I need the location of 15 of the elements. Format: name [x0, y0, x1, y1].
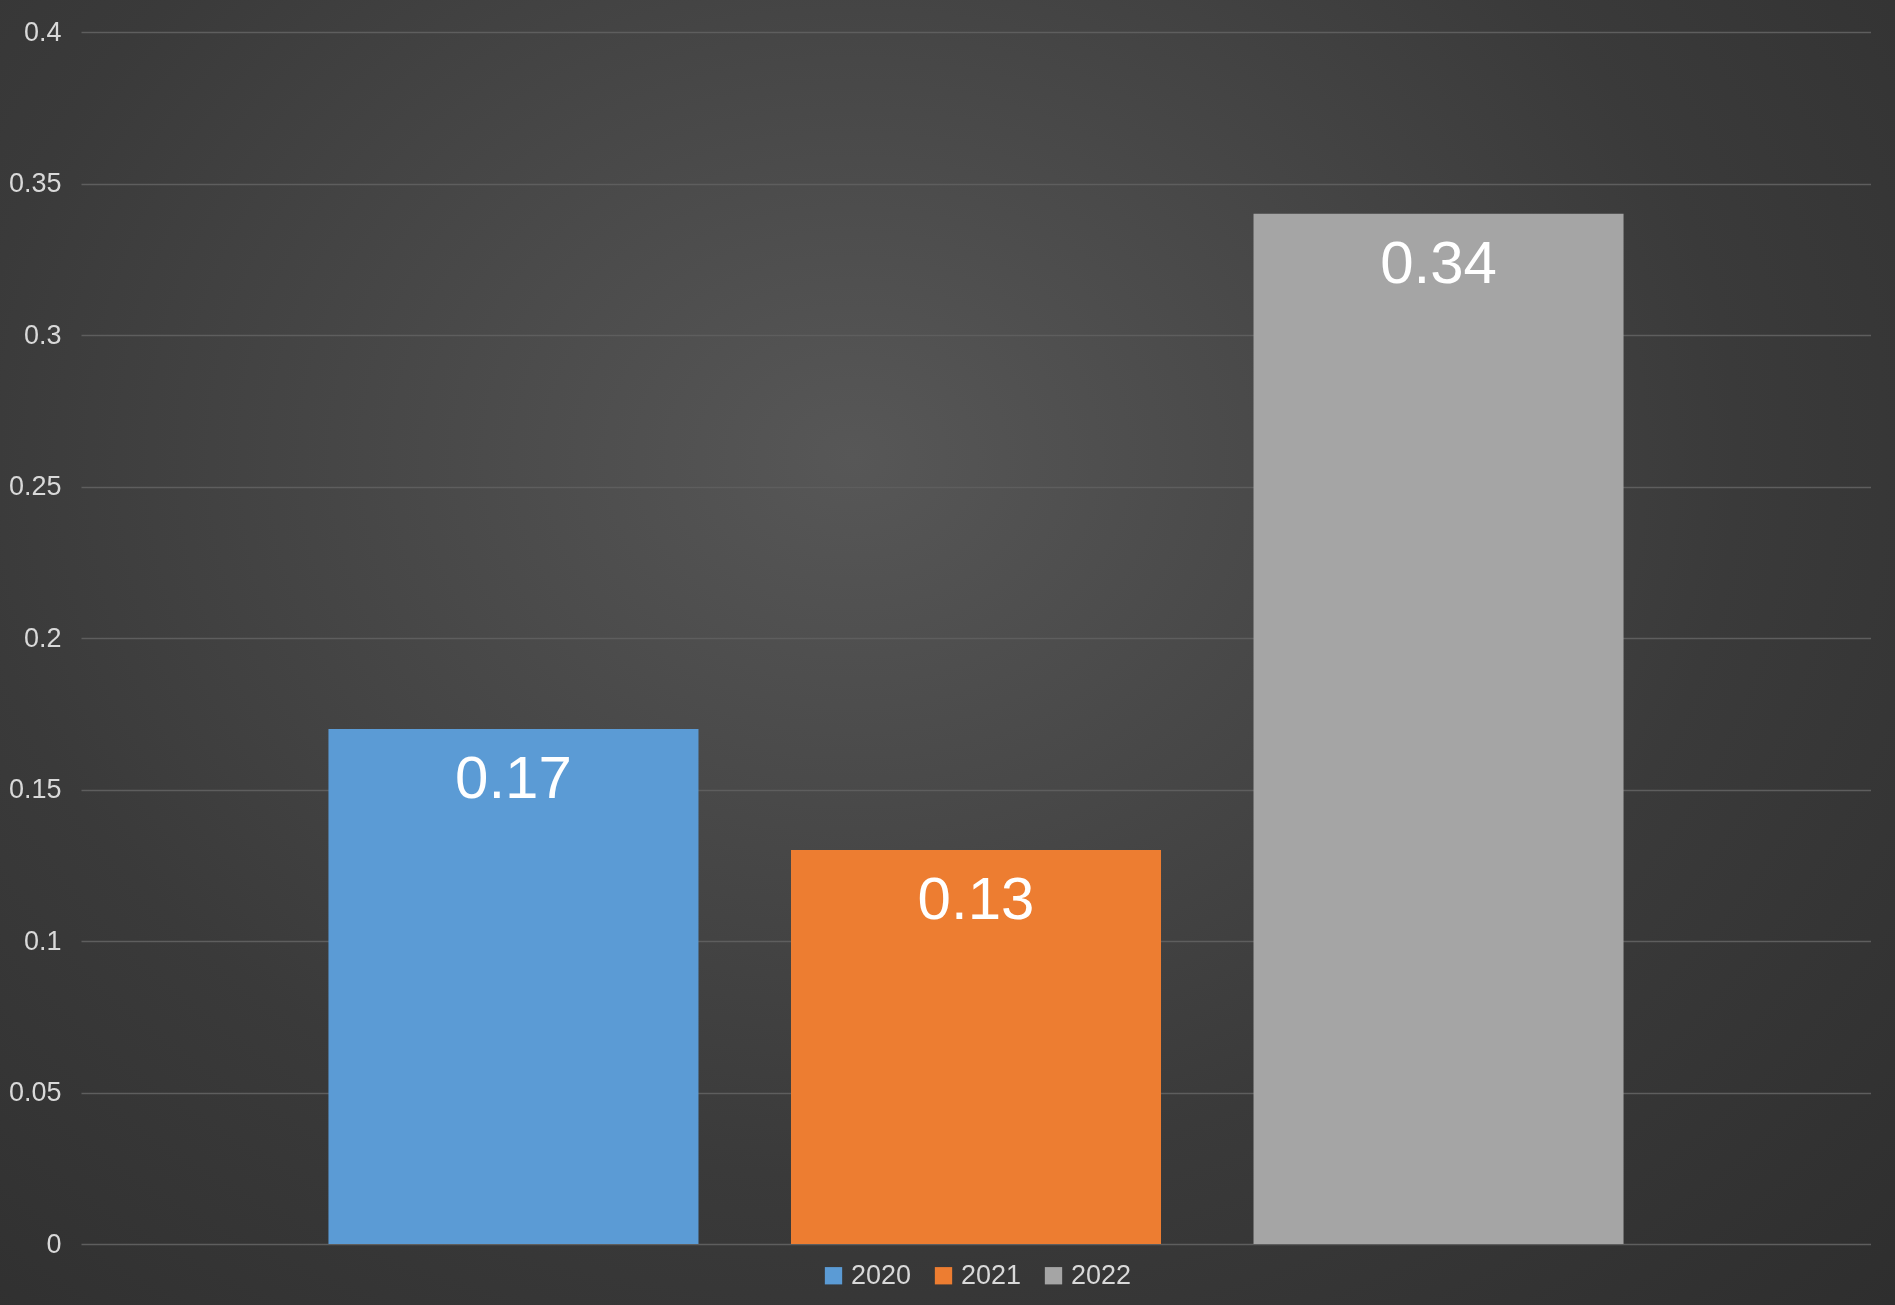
y-tick-label: 0.15	[8, 774, 62, 804]
legend-label: 2021	[961, 1259, 1022, 1290]
y-tick-label: 0	[46, 1228, 62, 1259]
data-label: 0.34	[1380, 228, 1497, 296]
y-tick-label: 0.3	[23, 319, 62, 350]
y-tick-label: 0.2	[23, 622, 62, 653]
legend-label: 2022	[1071, 1259, 1132, 1290]
y-tick-label: 0.1	[23, 925, 62, 956]
y-tick-label: 0.05	[8, 1077, 62, 1107]
y-tick-label: 0.25	[8, 471, 62, 501]
data-label: 0.17	[455, 743, 572, 811]
y-tick-label: 0.35	[8, 168, 62, 198]
y-tick-label: 0.4	[23, 16, 62, 47]
data-label: 0.13	[917, 865, 1035, 933]
legend-label: 2020	[851, 1259, 912, 1290]
